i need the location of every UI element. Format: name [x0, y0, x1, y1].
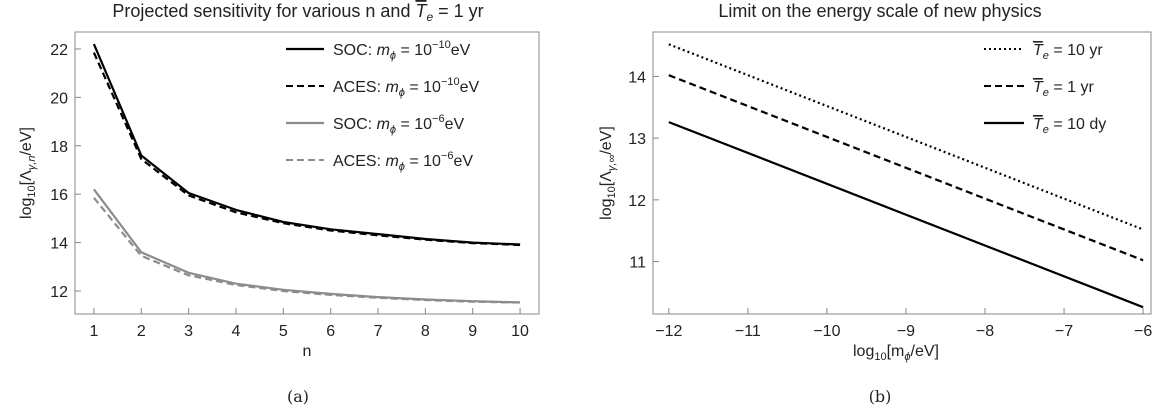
panel-a-y-axis: 12 14 16 18 20 22 [50, 42, 81, 301]
series-line-2 [668, 121, 1144, 309]
series-line-2 [93, 188, 521, 304]
y-tick-label: 14 [628, 69, 646, 86]
panel-a-y-label: log10[Λγ,n/eV] [18, 127, 38, 219]
panel-b-x-axis: −12 −11 −10 −9 −8 −7 −6 [655, 308, 1152, 340]
series-line-0 [92, 43, 521, 246]
y-tick-label: 14 [50, 236, 68, 253]
legend-item-10yr: Te = 10 yr [984, 42, 1103, 62]
x-tick-label: 2 [137, 323, 146, 340]
x-tick-label: −10 [813, 323, 840, 340]
legend-label: SOC: mϕ = 10−10eV [333, 39, 471, 62]
legend-item-aces-1e-10: ACES: mϕ = 10−10eV [286, 76, 480, 99]
x-tick-label: −11 [735, 323, 761, 340]
y-tick-label: 12 [50, 284, 68, 301]
legend-label: ACES: mϕ = 10−6eV [333, 150, 473, 173]
x-tick-label: −12 [655, 323, 682, 340]
panel-b-y-axis: 11 12 13 14 [628, 69, 659, 272]
x-tick-label: 7 [374, 323, 383, 340]
panel-b-x-label: log10[mϕ/eV] [853, 343, 939, 363]
panel-a-series [92, 43, 521, 304]
x-tick-label: 6 [326, 323, 335, 340]
legend-item-1yr: Te = 1 yr [984, 79, 1094, 99]
series-line-1 [668, 74, 1144, 262]
panel-b-caption: (b) [869, 387, 892, 406]
panel-a-title: Projected sensitivity for various n and … [112, 1, 483, 24]
legend-label: Te = 1 yr [1033, 79, 1094, 99]
panel-b-frame [652, 31, 1152, 315]
x-tick-label: 1 [89, 323, 98, 340]
legend-item-soc-1e-10: SOC: mϕ = 10−10eV [286, 39, 471, 62]
x-tick-label: 8 [421, 323, 430, 340]
panel-a: Projected sensitivity for various n and … [18, 1, 540, 406]
legend-label: Te = 10 yr [1033, 42, 1103, 62]
y-tick-label: 11 [629, 255, 646, 272]
panel-b: Limit on the energy scale of new physics… [598, 1, 1152, 406]
x-tick-label: 4 [232, 323, 241, 340]
legend-label: SOC: mϕ = 10−6eV [333, 113, 464, 136]
series-line-0 [668, 43, 1144, 231]
panel-a-x-label: n [303, 343, 312, 360]
legend-item-soc-1e-6: SOC: mϕ = 10−6eV [286, 113, 464, 136]
series-line-1 [92, 52, 521, 247]
x-tick-label: 10 [511, 323, 529, 340]
x-tick-label: −9 [897, 323, 915, 340]
panel-b-series [668, 43, 1144, 309]
y-tick-label: 18 [50, 139, 68, 156]
legend-item-aces-1e-6: ACES: mϕ = 10−6eV [286, 150, 473, 173]
y-tick-label: 12 [628, 193, 646, 210]
panel-a-caption: (a) [287, 387, 309, 406]
panel-a-frame [74, 31, 540, 315]
legend-item-10dy: Te = 10 dy [984, 116, 1106, 136]
legend-label: Te = 10 dy [1033, 116, 1106, 136]
x-tick-label: 9 [468, 323, 477, 340]
x-tick-label: −6 [1134, 323, 1152, 340]
panel-a-legend: SOC: mϕ = 10−10eV ACES: mϕ = 10−10eV SOC… [286, 39, 480, 173]
x-tick-label: 5 [279, 323, 288, 340]
legend-label: ACES: mϕ = 10−10eV [333, 76, 480, 99]
series-line-3 [93, 197, 521, 304]
panel-a-x-axis: 1 2 3 4 5 6 7 8 9 10 [89, 308, 529, 340]
panel-b-legend: Te = 10 yr Te = 1 yr Te = 10 dy [984, 42, 1106, 136]
panel-b-title: Limit on the energy scale of new physics [718, 1, 1041, 21]
x-tick-label: −7 [1055, 323, 1073, 340]
x-tick-label: −8 [976, 323, 994, 340]
y-tick-label: 13 [628, 131, 646, 148]
x-tick-label: 3 [184, 323, 193, 340]
y-tick-label: 20 [50, 90, 68, 107]
y-tick-label: 22 [50, 42, 68, 59]
panel-b-y-label: log10[Λγ,∞/eV] [598, 126, 618, 220]
y-tick-label: 16 [50, 187, 68, 204]
